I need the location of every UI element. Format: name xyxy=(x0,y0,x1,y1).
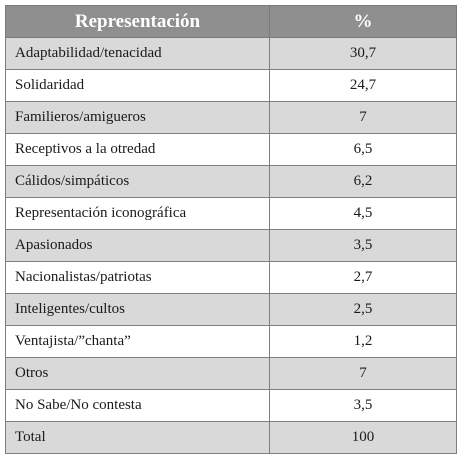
data-table: Representación % Adaptabilidad/tenacidad… xyxy=(5,5,457,454)
row-value: 30,7 xyxy=(269,37,457,70)
table-row: Nacionalistas/patriotas 2,7 xyxy=(5,261,457,294)
row-value: 6,5 xyxy=(269,133,457,166)
row-label: Solidaridad xyxy=(5,69,270,102)
row-value: 24,7 xyxy=(269,69,457,102)
table-row: Familieros/amigueros 7 xyxy=(5,101,457,134)
table-row: Inteligentes/cultos 2,5 xyxy=(5,293,457,326)
row-label: Cálidos/simpáticos xyxy=(5,165,270,198)
column-header-percent: % xyxy=(269,5,457,38)
row-label: Representación iconográfica xyxy=(5,197,270,230)
table-row: Apasionados 3,5 xyxy=(5,229,457,262)
row-value: 2,7 xyxy=(269,261,457,294)
row-label: No Sabe/No contesta xyxy=(5,389,270,422)
row-value: 2,5 xyxy=(269,293,457,326)
table-container: Representación % Adaptabilidad/tenacidad… xyxy=(5,5,457,454)
row-label: Receptivos a la otredad xyxy=(5,133,270,166)
table-row: Solidaridad 24,7 xyxy=(5,69,457,102)
total-label: Total xyxy=(5,421,270,454)
row-value: 7 xyxy=(269,357,457,390)
table-row: Adaptabilidad/tenacidad 30,7 xyxy=(5,37,457,70)
total-row: Total 100 xyxy=(5,421,457,454)
total-value: 100 xyxy=(269,421,457,454)
row-value: 1,2 xyxy=(269,325,457,358)
row-value: 4,5 xyxy=(269,197,457,230)
row-label: Familieros/amigueros xyxy=(5,101,270,134)
row-value: 7 xyxy=(269,101,457,134)
row-label: Apasionados xyxy=(5,229,270,262)
table-row: Cálidos/simpáticos 6,2 xyxy=(5,165,457,198)
row-value: 6,2 xyxy=(269,165,457,198)
table-row: Otros 7 xyxy=(5,357,457,390)
row-label: Nacionalistas/patriotas xyxy=(5,261,270,294)
row-label: Adaptabilidad/tenacidad xyxy=(5,37,270,70)
row-value: 3,5 xyxy=(269,229,457,262)
row-label: Otros xyxy=(5,357,270,390)
table-row: No Sabe/No contesta 3,5 xyxy=(5,389,457,422)
row-label: Ventajista/”chanta” xyxy=(5,325,270,358)
table-row: Ventajista/”chanta” 1,2 xyxy=(5,325,457,358)
row-value: 3,5 xyxy=(269,389,457,422)
column-header-representacion: Representación xyxy=(5,5,270,38)
header-row: Representación % xyxy=(5,5,457,38)
row-label: Inteligentes/cultos xyxy=(5,293,270,326)
table-row: Receptivos a la otredad 6,5 xyxy=(5,133,457,166)
table-row: Representación iconográfica 4,5 xyxy=(5,197,457,230)
